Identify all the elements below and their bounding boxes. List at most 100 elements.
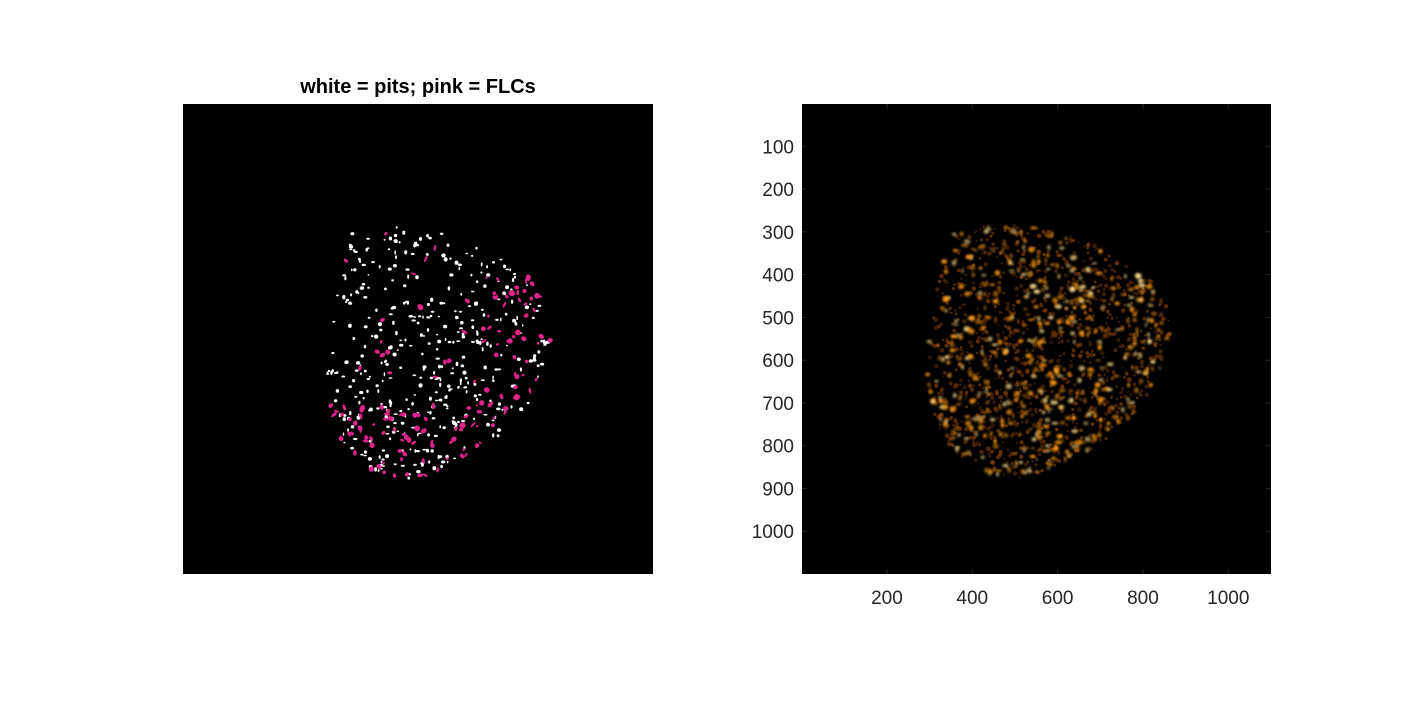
puncta-spot: [1151, 311, 1157, 316]
haze-dot: [1103, 269, 1108, 273]
haze-dot: [1033, 382, 1036, 385]
puncta-spot: [1120, 325, 1124, 331]
puncta-spot: [975, 319, 981, 325]
haze-dot: [1043, 269, 1048, 274]
flc-spot: [400, 438, 405, 442]
puncta-spot: [954, 446, 961, 449]
puncta-spot: [1044, 293, 1051, 298]
puncta-spot: [1012, 465, 1018, 468]
haze-dot: [954, 234, 959, 239]
haze-dot: [994, 366, 999, 372]
haze-dot: [1073, 425, 1077, 429]
puncta-spot: [1080, 304, 1087, 309]
haze-dot: [977, 402, 980, 405]
flc-spot: [521, 373, 525, 377]
haze-dot: [1028, 383, 1032, 387]
flc-spot: [516, 290, 520, 295]
haze-dot: [979, 228, 982, 231]
flc-spot: [369, 436, 374, 442]
haze-dot: [995, 255, 998, 258]
puncta-spot: [968, 327, 972, 330]
haze-dot: [988, 246, 992, 250]
puncta-spot: [941, 259, 948, 264]
haze-dot: [971, 286, 976, 291]
haze-dot: [1001, 441, 1004, 444]
pit-spot: [444, 395, 448, 399]
haze-dot: [1126, 337, 1132, 342]
pit-spot: [378, 265, 381, 269]
haze-dot: [964, 273, 968, 277]
puncta-spot: [997, 339, 1002, 346]
puncta-spot: [998, 431, 1004, 437]
puncta-spot: [1039, 329, 1045, 333]
puncta-spot: [1047, 410, 1051, 413]
flc-spot: [535, 294, 543, 298]
puncta-spot: [1004, 347, 1009, 352]
puncta-spot: [987, 336, 993, 342]
flc-spot: [511, 334, 516, 339]
haze-dot: [1111, 333, 1114, 336]
puncta-spot: [1085, 326, 1091, 330]
haze-dot: [1092, 314, 1095, 317]
haze-dot: [1167, 319, 1170, 322]
haze-dot: [938, 427, 941, 430]
puncta-spot: [1002, 464, 1009, 468]
puncta-spot: [964, 356, 970, 361]
puncta-spot: [1132, 333, 1137, 340]
haze-dot: [1058, 336, 1061, 340]
haze-dot: [988, 252, 990, 254]
pit-spot: [350, 446, 354, 450]
haze-dot: [944, 343, 949, 348]
pit-spot: [443, 324, 448, 329]
haze-dot: [1088, 341, 1091, 343]
puncta-spot: [1064, 237, 1069, 240]
flc-spot: [521, 336, 527, 342]
haze-dot: [1035, 268, 1040, 273]
haze-dot: [1040, 469, 1043, 473]
haze-dot: [997, 323, 1000, 326]
flc-spot: [338, 436, 344, 442]
pit-spot: [430, 449, 434, 453]
haze-dot: [970, 247, 974, 251]
pit-spot: [352, 249, 356, 252]
puncta-spot: [1000, 422, 1005, 428]
haze-dot: [1078, 318, 1081, 321]
pit-spot: [402, 230, 406, 235]
puncta-spot: [1070, 331, 1075, 336]
puncta-spot: [954, 425, 959, 430]
haze-dot: [1077, 322, 1080, 325]
haze-dot: [1015, 432, 1018, 435]
pit-spot: [348, 245, 354, 249]
haze-dot: [1105, 309, 1110, 314]
haze-dot: [1051, 330, 1057, 335]
puncta-spot: [1137, 298, 1143, 302]
pit-spot: [491, 419, 495, 422]
puncta-spot: [1016, 300, 1021, 303]
puncta-spot: [1132, 312, 1137, 317]
flc-spot: [529, 296, 534, 301]
pit-spot: [326, 371, 329, 375]
pit-spot: [513, 275, 517, 279]
flc-spot: [523, 302, 528, 306]
haze-dot: [1124, 412, 1129, 417]
puncta-spot: [1086, 412, 1092, 417]
pit-spot: [486, 341, 489, 346]
puncta-spot: [1041, 363, 1047, 367]
haze-dot: [946, 285, 948, 287]
pit-spot: [383, 360, 387, 363]
pit-spot: [531, 316, 535, 319]
flc-spot: [480, 326, 486, 332]
haze-dot: [1108, 313, 1112, 316]
haze-dot: [1026, 232, 1030, 235]
haze-dot: [1005, 460, 1009, 464]
haze-dot: [1158, 314, 1161, 318]
haze-dot: [983, 262, 988, 267]
pit-spot: [335, 389, 340, 393]
puncta-spot: [1069, 441, 1076, 444]
flc-spot: [476, 409, 483, 414]
haze-dot: [1025, 348, 1029, 353]
haze-dot: [1116, 338, 1121, 342]
puncta-spot: [1044, 286, 1049, 290]
pit-spot: [519, 407, 524, 412]
haze-dot: [1042, 439, 1046, 444]
